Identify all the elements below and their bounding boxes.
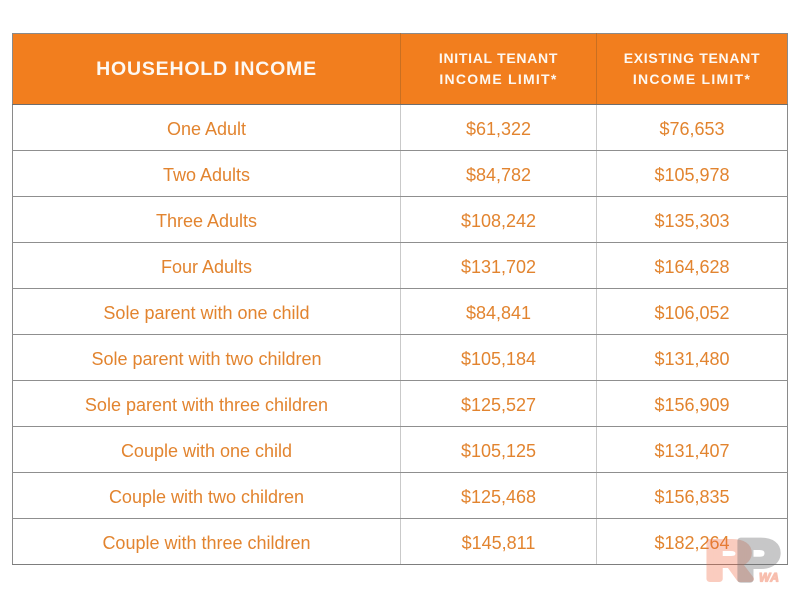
svg-text:WA: WA xyxy=(759,571,780,585)
